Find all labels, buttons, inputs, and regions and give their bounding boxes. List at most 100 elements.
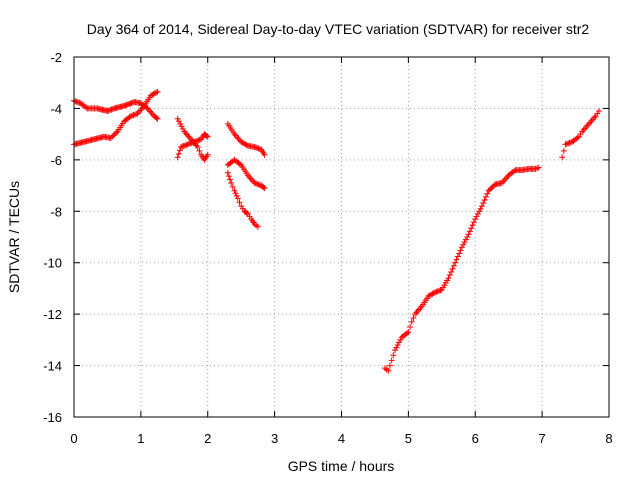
data-point bbox=[433, 288, 440, 295]
data-point bbox=[449, 265, 456, 272]
data-point bbox=[407, 324, 414, 330]
data-point bbox=[107, 135, 114, 141]
data-point bbox=[404, 330, 411, 337]
data-point bbox=[562, 141, 569, 148]
data-point bbox=[478, 203, 485, 210]
data-point bbox=[453, 256, 460, 263]
data-point bbox=[472, 216, 479, 222]
data-point bbox=[408, 318, 415, 325]
data-point bbox=[104, 108, 111, 114]
data-point bbox=[457, 247, 464, 254]
data-point bbox=[436, 287, 443, 294]
data-point bbox=[574, 134, 581, 141]
data-point bbox=[195, 137, 202, 144]
data-point bbox=[177, 120, 184, 127]
data-point bbox=[388, 357, 395, 364]
data-point bbox=[485, 187, 492, 194]
data-point bbox=[183, 141, 190, 148]
data-point bbox=[72, 98, 79, 105]
data-point bbox=[254, 181, 261, 188]
x-tick-label: 8 bbox=[605, 431, 612, 446]
x-tick-label: 2 bbox=[204, 431, 211, 446]
data-point bbox=[175, 150, 182, 157]
data-point bbox=[452, 259, 459, 266]
data-point bbox=[397, 336, 404, 343]
data-point bbox=[186, 140, 193, 147]
data-point bbox=[405, 329, 412, 336]
data-point bbox=[105, 107, 112, 114]
data-point bbox=[254, 145, 261, 152]
data-point bbox=[489, 183, 496, 190]
data-point bbox=[75, 99, 82, 106]
y-tick-label: -4 bbox=[50, 101, 62, 116]
data-point bbox=[432, 289, 439, 296]
data-point bbox=[194, 144, 201, 150]
y-tick-label: -14 bbox=[43, 359, 62, 374]
data-point bbox=[394, 342, 401, 348]
data-point bbox=[231, 187, 238, 194]
data-point bbox=[486, 186, 493, 193]
x-tick-label: 1 bbox=[137, 431, 144, 446]
x-axis-label: GPS time / hours bbox=[288, 458, 395, 474]
data-point bbox=[73, 98, 80, 105]
data-point bbox=[174, 115, 181, 122]
data-point bbox=[236, 160, 243, 167]
x-tick-label: 7 bbox=[539, 431, 546, 446]
data-point bbox=[566, 139, 573, 146]
data-point bbox=[243, 210, 250, 216]
data-point bbox=[484, 190, 491, 197]
data-point bbox=[480, 200, 487, 207]
data-point bbox=[130, 112, 137, 119]
data-point bbox=[261, 151, 268, 158]
data-point bbox=[131, 111, 138, 118]
data-point bbox=[252, 144, 259, 151]
data-point bbox=[595, 108, 602, 114]
data-point bbox=[174, 154, 181, 161]
data-point bbox=[190, 139, 197, 146]
data-point bbox=[224, 169, 231, 176]
data-point bbox=[488, 185, 495, 192]
data-point bbox=[445, 275, 452, 282]
data-point bbox=[154, 88, 161, 95]
data-point bbox=[535, 164, 542, 171]
data-point bbox=[188, 139, 195, 146]
data-point bbox=[386, 362, 393, 369]
data-point bbox=[255, 145, 262, 152]
data-point bbox=[482, 193, 489, 200]
data-point bbox=[560, 147, 567, 154]
data-point bbox=[559, 154, 566, 161]
chart-title: Day 364 of 2014, Sidereal Day-to-day VTE… bbox=[87, 21, 590, 37]
y-tick-label: -8 bbox=[50, 204, 62, 219]
data-point bbox=[113, 129, 120, 136]
ticks: 0 1 2 3 4 5 6 7 8 -2 -4 -6 -8 -10 -12 -14 -16 bbox=[43, 50, 612, 446]
data-point bbox=[466, 228, 473, 235]
x-tick-label: 6 bbox=[472, 431, 479, 446]
data-point bbox=[232, 190, 239, 197]
data-point bbox=[228, 180, 235, 186]
x-tick-label: 3 bbox=[271, 431, 278, 446]
data-point bbox=[178, 144, 184, 150]
data-point bbox=[187, 140, 194, 147]
data-point bbox=[448, 268, 455, 275]
data-point bbox=[192, 138, 199, 145]
x-tick-label: 5 bbox=[405, 431, 412, 446]
data-point bbox=[385, 367, 392, 374]
data-point bbox=[460, 241, 467, 248]
data-point bbox=[410, 315, 417, 321]
data-point bbox=[204, 151, 211, 158]
data-point bbox=[468, 225, 475, 232]
data-point bbox=[252, 180, 259, 187]
data-point bbox=[511, 168, 518, 175]
data-point bbox=[473, 213, 480, 220]
data-point bbox=[236, 199, 243, 206]
y-tick-label: -12 bbox=[43, 307, 62, 322]
y-tick-label: -10 bbox=[43, 256, 62, 271]
data-point bbox=[461, 239, 468, 246]
data-point bbox=[129, 112, 136, 119]
data-point bbox=[83, 104, 90, 111]
data-point bbox=[184, 141, 191, 148]
data-point bbox=[178, 123, 185, 130]
data-point bbox=[254, 223, 261, 230]
